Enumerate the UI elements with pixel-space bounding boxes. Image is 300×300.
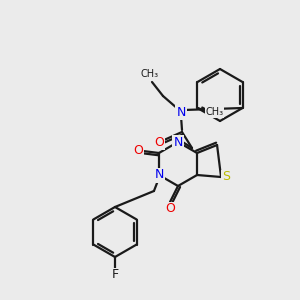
Text: O: O [165,202,175,215]
Text: O: O [154,136,164,148]
Text: N: N [176,106,186,118]
Text: N: N [173,136,183,148]
Text: O: O [133,145,143,158]
Text: S: S [222,170,230,184]
Text: F: F [111,268,118,281]
Text: N: N [154,169,164,182]
Text: CH₃: CH₃ [206,107,224,117]
Text: CH₃: CH₃ [141,69,159,79]
